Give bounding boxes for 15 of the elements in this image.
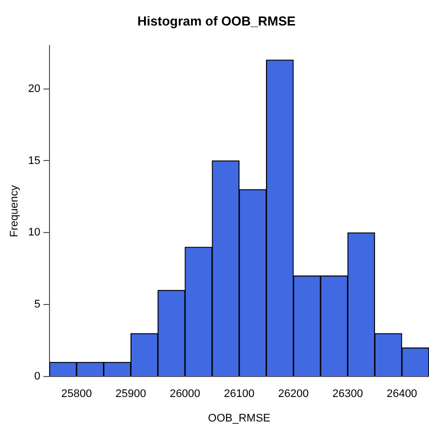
x-tick-label: 26400 xyxy=(386,388,418,400)
x-axis-title: OOB_RMSE xyxy=(208,412,270,424)
y-tick-label: 0 xyxy=(34,370,40,383)
x-tick-label: 26300 xyxy=(332,388,363,400)
chart-title: Histogram of OOB_RMSE xyxy=(137,13,296,28)
x-tick-label: 26100 xyxy=(224,388,255,400)
y-tick-label: 5 xyxy=(34,298,40,311)
y-tick-label: 15 xyxy=(28,154,40,167)
x-tick-label: 25900 xyxy=(115,388,146,400)
y-tick-label: 10 xyxy=(28,226,40,239)
x-tick-label: 25800 xyxy=(61,388,92,400)
y-axis-title: Frequency xyxy=(8,184,21,238)
x-tick-label: 26200 xyxy=(278,388,309,400)
y-tick-label: 20 xyxy=(28,82,40,95)
x-tick-label: 26000 xyxy=(170,388,200,400)
